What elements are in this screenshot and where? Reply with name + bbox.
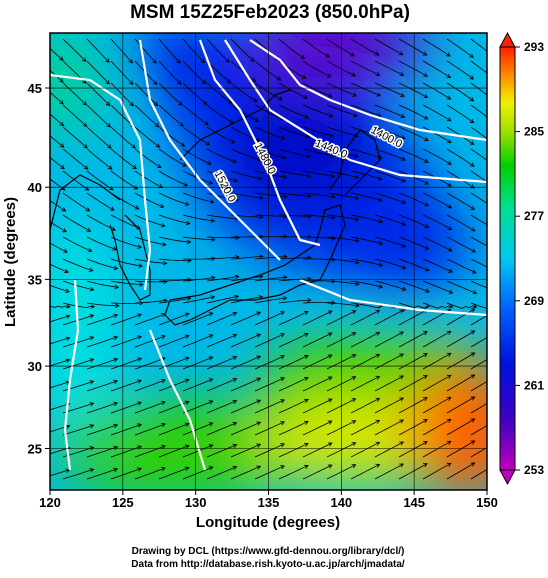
streamline-arrow (494, 441, 498, 444)
y-tick-label: 40 (28, 180, 42, 195)
streamline-arrow (516, 122, 520, 126)
streamline-arrow (494, 419, 498, 422)
streamline-arrow (518, 330, 522, 333)
x-axis-label: Longitude (degrees) (196, 514, 340, 531)
colorbar-tick-label: 269 (524, 294, 544, 308)
colorbar-body (500, 47, 515, 470)
x-tick-label: 145 (403, 495, 425, 510)
streamline-arrow (493, 142, 497, 146)
streamline-arrow (515, 56, 519, 60)
streamline-arrow (518, 418, 522, 421)
colorbar-tick-label: 285 (524, 125, 544, 139)
streamline-arrow (515, 78, 519, 82)
title: MSM 15Z25Feb2023 (850.0hPa) (130, 2, 410, 23)
streamline-arrow (494, 375, 498, 378)
streamline-arrow (492, 55, 496, 59)
streamline-arrow (494, 353, 498, 356)
streamline-arrow (492, 77, 496, 81)
streamline-arrow (494, 463, 498, 466)
streamline-arrow (518, 396, 522, 399)
streamline-arrow (521, 289, 525, 293)
streamline-arrow (518, 462, 522, 465)
streamline-arrow (493, 121, 497, 125)
streamline-arrow (496, 270, 500, 274)
x-tick-label: 140 (330, 495, 352, 510)
streamline-arrow (517, 207, 521, 211)
streamline-arrow (493, 186, 497, 190)
streamline-arrow (495, 249, 499, 252)
streamline-arrow (517, 186, 521, 190)
streamline-arrow (492, 99, 496, 103)
streamline-arrow (494, 207, 498, 211)
x-tick-label: 150 (476, 495, 498, 510)
y-tick-label: 30 (28, 359, 42, 374)
colorbar-tick-label: 277 (524, 209, 544, 223)
streamline-arrow (493, 164, 497, 168)
streamline-arrow (494, 331, 498, 334)
y-tick-label: 25 (28, 441, 42, 456)
colorbar-tick-label: 293 (524, 40, 544, 54)
streamline-arrow (516, 165, 520, 169)
colorbar-tick-label: 261 (524, 378, 544, 392)
x-tick-label: 120 (39, 495, 61, 510)
x-tick-label: 130 (185, 495, 207, 510)
streamline-arrow (518, 228, 522, 231)
y-axis-label: Latitude (degrees) (2, 197, 19, 327)
streamline-arrow (494, 309, 498, 312)
streamline-arrow (518, 352, 522, 355)
streamline-arrow (518, 374, 522, 377)
streamline-arrow (520, 269, 524, 273)
streamline-arrow (518, 440, 522, 443)
streamline-arrow (516, 143, 520, 147)
colorbar-max (500, 33, 515, 47)
field (10, 0, 530, 500)
streamline-arrow (494, 228, 498, 231)
x-tick-label: 135 (258, 495, 280, 510)
colorbar: 253 261 269 277 285 293 (500, 33, 544, 484)
y-tick-label: 45 (28, 81, 42, 96)
footer-line: Drawing by DCL (https://www.gfd-dennou.o… (132, 546, 405, 557)
y-tick-label: 35 (28, 272, 42, 287)
streamline-arrow (518, 308, 522, 311)
streamline-arrow (519, 249, 523, 252)
streamline-arrow (494, 397, 498, 400)
colorbar-min (500, 470, 515, 484)
x-tick-label: 125 (112, 495, 134, 510)
footer-line: Data from http://database.rish.kyoto-u.a… (131, 559, 405, 570)
colorbar-tick-label: 253 (524, 463, 544, 477)
streamline-arrow (515, 100, 519, 104)
